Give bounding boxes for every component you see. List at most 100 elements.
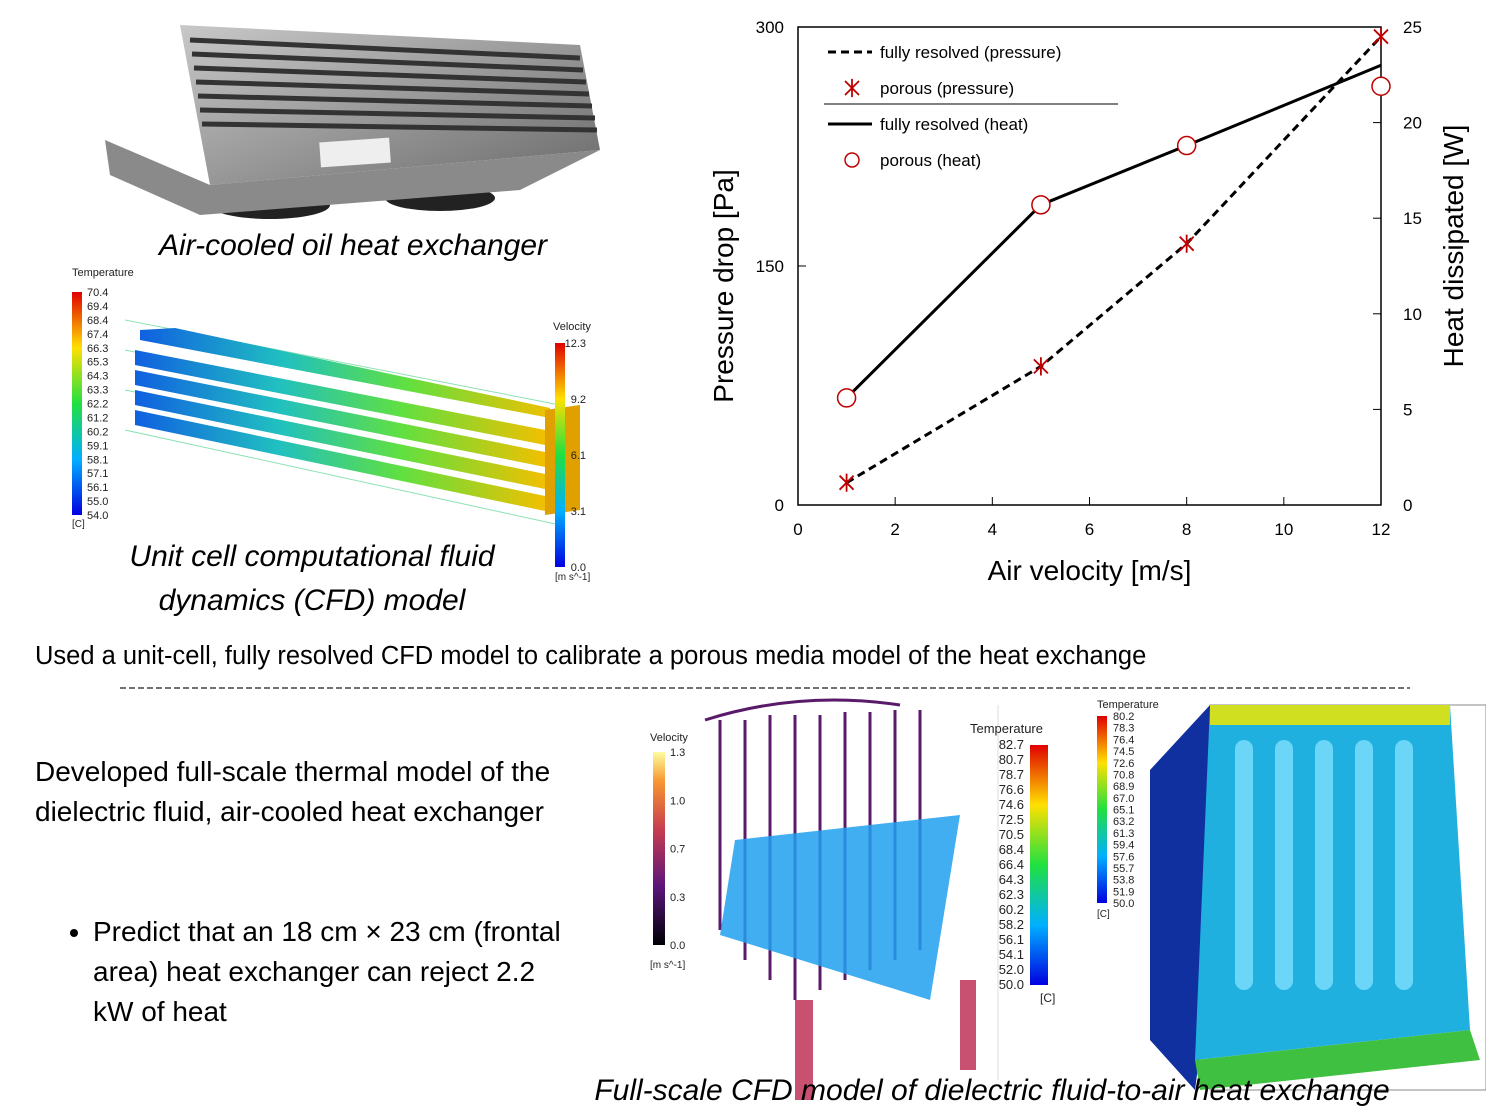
colorbar-label: 60.2 — [999, 902, 1024, 917]
colorbar — [1097, 716, 1107, 903]
colorbar-unit: [C] — [1040, 991, 1055, 1005]
x-axis-label: Air velocity [m/s] — [988, 555, 1192, 586]
marker — [838, 389, 856, 407]
colorbar — [1030, 745, 1048, 985]
unit-cell-image — [125, 320, 580, 525]
colorbar-unit: [C] — [1097, 909, 1110, 920]
legend-label: fully resolved (pressure) — [880, 43, 1061, 62]
bullet-list: Predict that an 18 cm × 23 cm (frontal a… — [35, 912, 563, 1032]
y2-tick-label: 10 — [1403, 305, 1422, 324]
colorbar-label: 62.2 — [87, 399, 108, 411]
colorbar-label: 59.1 — [87, 440, 108, 452]
colorbar-label: 58.2 — [999, 917, 1024, 932]
colorbar — [72, 292, 82, 515]
paragraph: Developed full-scale thermal model of th… — [35, 752, 565, 832]
colorbar-label: 63.3 — [87, 385, 108, 397]
caption: Air-cooled oil heat exchanger — [157, 229, 548, 262]
y2-tick-label: 25 — [1403, 18, 1422, 37]
x-tick-label: 6 — [1085, 520, 1094, 539]
colorbar-label: 63.2 — [1113, 816, 1134, 828]
colorbar-unit: [m s^-1] — [650, 960, 685, 971]
colorbar-label: 50.0 — [999, 977, 1024, 992]
colorbar-label: 12.3 — [565, 338, 586, 350]
colorbar-label: 54.0 — [87, 510, 108, 522]
colorbar-label: 54.1 — [999, 947, 1024, 962]
plot-frame — [798, 27, 1381, 505]
y-tick-label: 0 — [775, 496, 784, 515]
x-tick-label: 10 — [1274, 520, 1293, 539]
x-tick-label: 0 — [793, 520, 802, 539]
colorbar-label: 68.9 — [1113, 781, 1134, 793]
summary: Used a unit-cell, fully resolved CFD mod… — [35, 642, 1146, 671]
colorbar-label: 76.6 — [999, 782, 1024, 797]
colorbar-label: 82.7 — [999, 737, 1024, 752]
velocity-image — [705, 700, 998, 1100]
x-tick-label: 2 — [890, 520, 899, 539]
legend-label: porous (heat) — [880, 151, 981, 170]
colorbar-label: 56.1 — [999, 932, 1024, 947]
colorbar-label: 55.0 — [87, 496, 108, 508]
colorbar-unit: [C] — [72, 519, 85, 530]
colorbar-label: 74.6 — [999, 797, 1024, 812]
y-tick-label: 150 — [756, 257, 784, 276]
colorbar-label: 0.7 — [670, 844, 685, 856]
colorbar-label: 52.0 — [999, 962, 1024, 977]
colorbar-label: 68.4 — [999, 842, 1024, 857]
colorbar-label: 72.6 — [1113, 758, 1134, 770]
legend-marker — [845, 79, 859, 97]
colorbar-title: Velocity — [553, 321, 591, 333]
colorbar — [555, 343, 565, 567]
colorbar-label: 56.1 — [87, 482, 108, 494]
marker — [840, 474, 854, 492]
x-tick-label: 4 — [988, 520, 997, 539]
colorbar-label: 65.1 — [1113, 805, 1134, 817]
colorbar-label: 72.5 — [999, 812, 1024, 827]
colorbar-label: 57.6 — [1113, 851, 1134, 863]
colorbar-label: 3.1 — [571, 506, 586, 518]
caption: Full-scale CFD model of dielectric fluid… — [594, 1074, 1389, 1107]
colorbar-label: 61.2 — [87, 412, 108, 424]
marker — [1372, 77, 1390, 95]
colorbar-label: 80.7 — [999, 752, 1024, 767]
legend-marker — [845, 153, 859, 167]
colorbar-label: 64.3 — [999, 872, 1024, 887]
series-line — [847, 37, 1381, 483]
x-tick-label: 12 — [1372, 520, 1391, 539]
colorbar-label: 60.2 — [87, 426, 108, 438]
colorbar-label: 69.4 — [87, 301, 108, 313]
y-axis-label: Pressure drop [Pa] — [708, 169, 739, 402]
colorbar-label: 0.3 — [670, 892, 685, 904]
y2-tick-label: 5 — [1403, 400, 1412, 419]
colorbar-label: 70.5 — [999, 827, 1024, 842]
colorbar-label: 66.4 — [999, 857, 1024, 872]
colorbar-label: 67.4 — [87, 329, 108, 341]
colorbar-label: 62.3 — [999, 887, 1024, 902]
colorbar-label: 50.0 — [1113, 898, 1134, 910]
colorbar-label: 61.3 — [1113, 828, 1134, 840]
colorbar-label: 55.7 — [1113, 863, 1134, 875]
legend-label: porous (pressure) — [880, 79, 1014, 98]
colorbar-label: 68.4 — [87, 315, 108, 327]
colorbar-label: 57.1 — [87, 468, 108, 480]
colorbar-title: Temperature — [1097, 699, 1159, 711]
bullet: Predict that an 18 cm × 23 cm (frontal a… — [93, 912, 563, 1032]
caption: dynamics (CFD) model — [159, 584, 467, 617]
y2-tick-label: 0 — [1403, 496, 1412, 515]
colorbar-label: 53.8 — [1113, 875, 1134, 887]
colorbar-label: 80.2 — [1113, 711, 1134, 723]
colorbar-label: 67.0 — [1113, 793, 1134, 805]
marker — [1178, 137, 1196, 155]
colorbar-label: 1.0 — [670, 795, 685, 807]
colorbar-label: 64.3 — [87, 371, 108, 383]
colorbar-title: Temperature — [72, 267, 134, 279]
photo — [105, 25, 600, 219]
colorbar-label: 78.3 — [1113, 723, 1134, 735]
colorbar-label: 74.5 — [1113, 746, 1134, 758]
colorbar-label: 70.8 — [1113, 769, 1134, 781]
colorbar-label: 0.0 — [571, 562, 586, 574]
legend-label: fully resolved (heat) — [880, 115, 1028, 134]
y2-tick-label: 20 — [1403, 114, 1422, 133]
marker — [1032, 196, 1050, 214]
colorbar-label: 70.4 — [87, 287, 108, 299]
